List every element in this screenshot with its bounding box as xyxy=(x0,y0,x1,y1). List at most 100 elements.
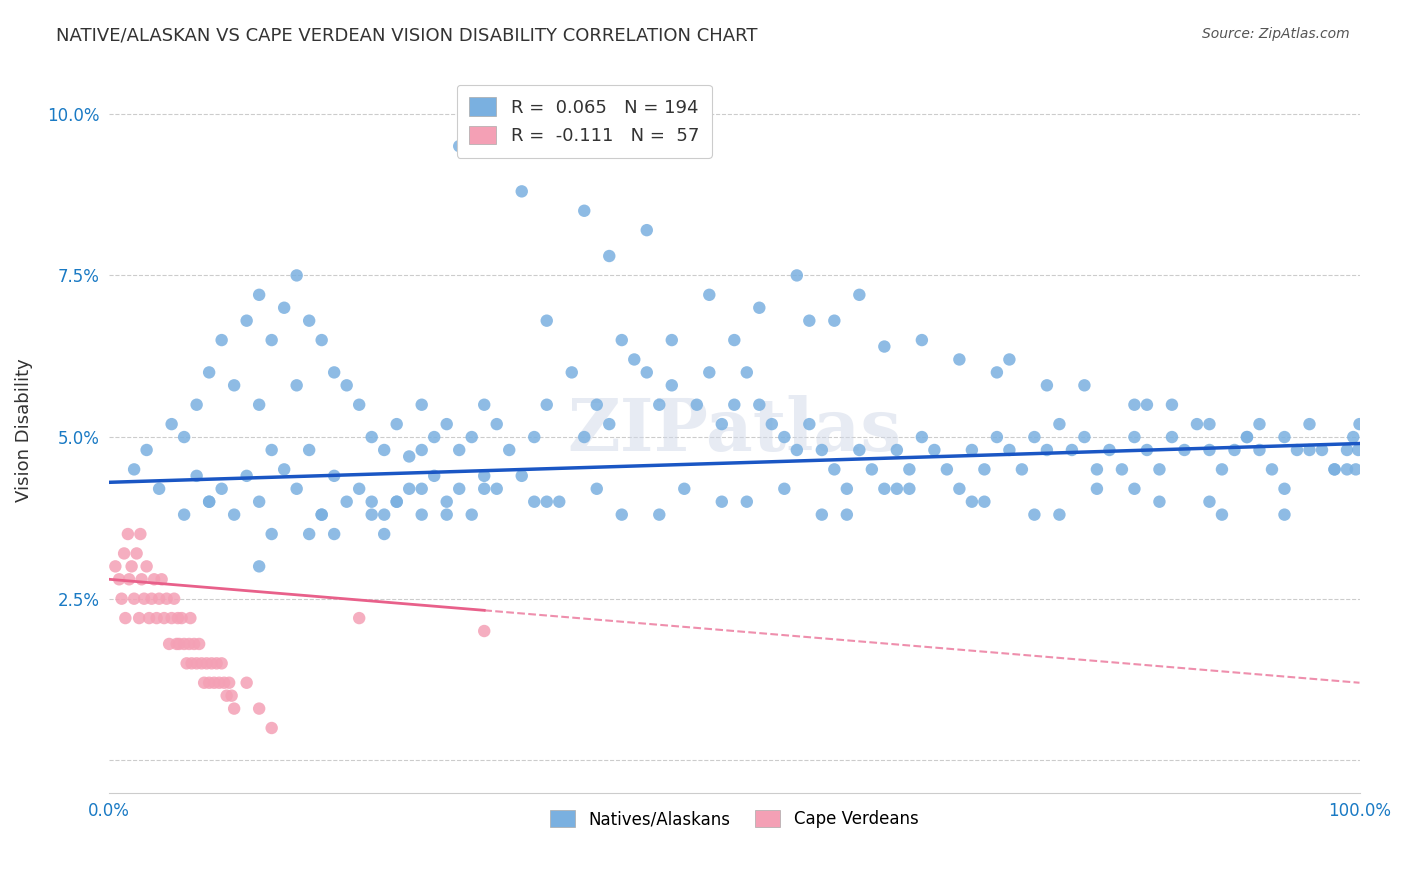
Point xyxy=(188,637,211,651)
Point xyxy=(1336,442,1358,457)
Point xyxy=(235,313,257,327)
Point xyxy=(323,527,346,541)
Point xyxy=(156,591,179,606)
Point xyxy=(198,675,221,690)
Point xyxy=(385,417,408,431)
Point xyxy=(135,442,157,457)
Point xyxy=(1173,442,1195,457)
Point xyxy=(898,462,921,476)
Point xyxy=(224,508,246,522)
Point xyxy=(886,442,908,457)
Point xyxy=(1211,508,1233,522)
Point xyxy=(898,482,921,496)
Point xyxy=(1085,462,1108,476)
Point xyxy=(173,430,195,444)
Point xyxy=(1073,378,1095,392)
Point xyxy=(472,624,495,638)
Point xyxy=(948,482,970,496)
Point xyxy=(536,313,558,327)
Point xyxy=(998,352,1021,367)
Point xyxy=(911,333,934,347)
Point xyxy=(260,721,283,735)
Point xyxy=(1336,462,1358,476)
Point xyxy=(1274,482,1296,496)
Point xyxy=(398,450,420,464)
Point xyxy=(167,611,190,625)
Point xyxy=(247,559,270,574)
Point xyxy=(112,546,135,560)
Point xyxy=(811,508,834,522)
Point xyxy=(449,442,471,457)
Point xyxy=(1123,482,1146,496)
Point xyxy=(273,462,295,476)
Point xyxy=(211,657,233,671)
Point xyxy=(118,572,141,586)
Point xyxy=(218,675,240,690)
Point xyxy=(986,365,1008,379)
Point xyxy=(523,430,546,444)
Point xyxy=(1298,417,1320,431)
Point xyxy=(710,417,733,431)
Point xyxy=(247,398,270,412)
Point xyxy=(323,365,346,379)
Point xyxy=(598,249,620,263)
Point xyxy=(117,527,139,541)
Point xyxy=(1036,378,1059,392)
Point xyxy=(193,675,215,690)
Point xyxy=(114,611,136,625)
Point xyxy=(1285,442,1308,457)
Point xyxy=(648,508,671,522)
Point xyxy=(1047,508,1070,522)
Point xyxy=(398,482,420,496)
Point xyxy=(170,611,193,625)
Point xyxy=(472,482,495,496)
Point xyxy=(298,527,321,541)
Point xyxy=(723,398,745,412)
Point xyxy=(835,508,858,522)
Point xyxy=(735,494,758,508)
Point xyxy=(186,398,208,412)
Point xyxy=(998,442,1021,457)
Point xyxy=(373,527,395,541)
Point xyxy=(247,288,270,302)
Point xyxy=(673,482,696,496)
Point xyxy=(141,591,163,606)
Point xyxy=(1161,430,1184,444)
Point xyxy=(212,675,235,690)
Point xyxy=(449,482,471,496)
Point xyxy=(523,494,546,508)
Point xyxy=(190,657,212,671)
Point xyxy=(823,462,845,476)
Point xyxy=(948,352,970,367)
Point xyxy=(221,689,243,703)
Point xyxy=(973,462,995,476)
Point xyxy=(472,468,495,483)
Point xyxy=(1323,462,1346,476)
Y-axis label: Vision Disability: Vision Disability xyxy=(15,359,32,502)
Point xyxy=(485,482,508,496)
Point xyxy=(202,675,225,690)
Text: ZIPatlas: ZIPatlas xyxy=(567,395,901,467)
Point xyxy=(224,378,246,392)
Point xyxy=(799,417,821,431)
Point xyxy=(373,508,395,522)
Point xyxy=(886,482,908,496)
Point xyxy=(848,442,870,457)
Point xyxy=(148,591,170,606)
Point xyxy=(336,378,359,392)
Point xyxy=(911,430,934,444)
Point xyxy=(610,508,633,522)
Point xyxy=(610,333,633,347)
Point xyxy=(208,675,231,690)
Point xyxy=(485,417,508,431)
Point xyxy=(585,482,607,496)
Point xyxy=(411,508,433,522)
Point xyxy=(1198,494,1220,508)
Point xyxy=(1024,508,1046,522)
Point xyxy=(1047,417,1070,431)
Point xyxy=(574,430,596,444)
Point xyxy=(960,494,983,508)
Point xyxy=(347,398,370,412)
Point xyxy=(960,442,983,457)
Point xyxy=(153,611,176,625)
